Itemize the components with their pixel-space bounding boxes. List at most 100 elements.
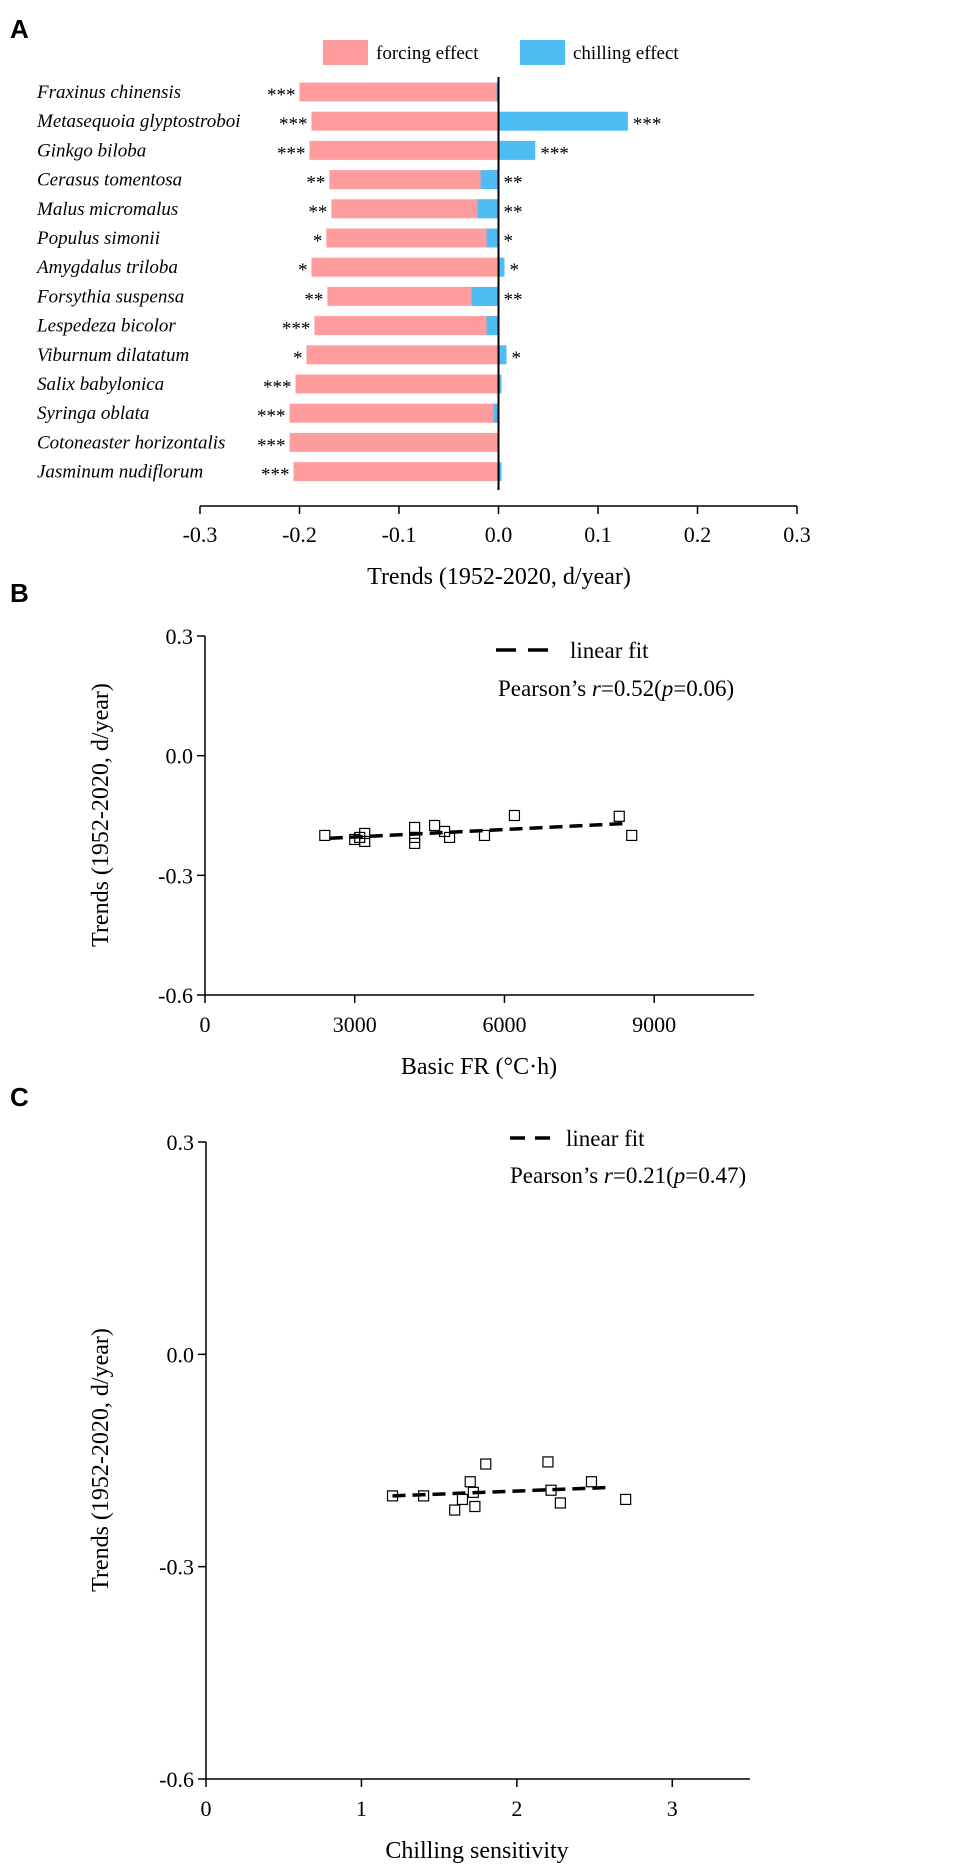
forcing-significance: *** xyxy=(282,319,311,340)
data-point xyxy=(469,1500,481,1513)
forcing-bar xyxy=(326,228,499,248)
species-label: Populus simonii xyxy=(36,228,160,249)
panel-c-y-axis-title: Trends (1952-2020, d/year) xyxy=(88,1328,114,1592)
y-tick-label: -0.6 xyxy=(159,1767,194,1792)
data-point xyxy=(478,829,491,842)
species-label: Fraxinus chinensis xyxy=(36,82,181,103)
panel-c-points xyxy=(386,1456,632,1516)
x-tick-label: 3000 xyxy=(333,1012,377,1037)
forcing-significance: * xyxy=(313,231,323,252)
panel-c-legend-label: linear fit xyxy=(566,1126,645,1151)
data-point xyxy=(620,1493,632,1506)
species-label: Salix babylonica xyxy=(37,374,164,395)
chilling-significance: ** xyxy=(504,289,523,310)
chilling-significance: ** xyxy=(504,173,523,194)
forcing-bar xyxy=(311,111,499,131)
legend-forcing-swatch xyxy=(323,40,368,65)
forcing-bar xyxy=(293,462,499,482)
panel-a-bars: Fraxinus chinensis ***Metasequoia glyptos… xyxy=(35,82,661,486)
data-point xyxy=(409,837,421,850)
chilling-bar xyxy=(498,462,502,482)
panel-c: C 0.3 0.0 -0.3 -0.6 0 1 2 3 linear fit Pearson’… xyxy=(10,1082,750,1864)
chilling-bar xyxy=(498,140,536,160)
x-tick-label: 3 xyxy=(667,1796,678,1821)
forcing-significance: *** xyxy=(267,85,296,106)
chilling-bar xyxy=(498,111,628,131)
forcing-bar xyxy=(295,374,499,394)
x-tick-label: 0.0 xyxy=(485,522,513,547)
forcing-significance: *** xyxy=(263,377,292,398)
forcing-significance: *** xyxy=(257,435,286,456)
forcing-significance: ** xyxy=(308,202,327,223)
x-tick-label: 0.2 xyxy=(684,522,712,547)
x-tick-label: -0.3 xyxy=(183,522,218,547)
species-label: Jasminum nudiflorum xyxy=(37,462,203,483)
data-point xyxy=(508,809,521,822)
forcing-significance: * xyxy=(298,260,308,281)
forcing-bar xyxy=(309,140,499,160)
data-point xyxy=(409,821,421,834)
species-label: Viburnum dilatatum xyxy=(37,345,189,366)
chilling-significance: * xyxy=(511,348,520,369)
legend-chilling-label: chilling effect xyxy=(573,43,679,64)
panel-c-annotation-suffix: =0.47) xyxy=(685,1163,746,1188)
chilling-significance: ** xyxy=(504,202,523,223)
x-tick-label: -0.2 xyxy=(282,522,317,547)
x-tick-label: 0.3 xyxy=(783,522,811,547)
panel-c-annotation-r: r xyxy=(604,1163,614,1188)
forcing-bar xyxy=(299,82,499,102)
species-label: Cerasus tomentosa xyxy=(37,170,182,191)
panel-c-pearson-annotation: Pearson’s r=0.21(p=0.47) xyxy=(510,1163,746,1188)
panel-c-annotation-prefix: Pearson’s xyxy=(510,1163,604,1188)
chilling-significance: * xyxy=(504,231,514,252)
panel-b-annotation-suffix: =0.06) xyxy=(673,676,734,701)
species-label: Amygdalus triloba xyxy=(35,257,178,278)
panel-b-annotation-prefix: Pearson’s xyxy=(498,676,592,701)
chilling-significance: *** xyxy=(633,114,662,135)
chilling-bar xyxy=(480,170,499,190)
forcing-bar xyxy=(306,345,499,365)
x-tick-label: -0.1 xyxy=(382,522,417,547)
species-label: Syringa oblata xyxy=(37,403,149,424)
data-point xyxy=(443,831,456,844)
data-point xyxy=(480,1458,492,1470)
y-tick-label: 0.0 xyxy=(167,1342,195,1367)
panel-b-x-axis-title: Basic FR (°C·h) xyxy=(401,1054,557,1080)
data-point xyxy=(542,1456,554,1468)
x-tick-label: 2 xyxy=(511,1796,522,1821)
data-point xyxy=(359,827,371,840)
chilling-bar xyxy=(498,374,502,394)
chilling-significance: *** xyxy=(540,143,569,164)
panel-c-label: C xyxy=(10,1082,29,1112)
panel-c-annotation-mid: =0.21( xyxy=(613,1163,674,1188)
forcing-bar xyxy=(289,403,499,423)
y-tick-label: 0.0 xyxy=(166,744,194,769)
chilling-bar xyxy=(486,316,499,336)
chilling-bar xyxy=(477,199,499,219)
forcing-bar xyxy=(314,316,499,336)
panel-c-fit-line xyxy=(392,1485,611,1498)
data-point xyxy=(359,835,371,848)
panel-c-ticks: 0.3 0.0 -0.3 -0.6 0 1 2 3 xyxy=(159,1130,678,1821)
panel-c-annotation-p: p xyxy=(672,1163,686,1188)
panel-c-x-axis-title: Chilling sensitivity xyxy=(385,1838,568,1864)
y-tick-label: 0.3 xyxy=(166,624,194,649)
forcing-significance: *** xyxy=(279,114,308,135)
panel-b-annotation-mid: =0.52( xyxy=(601,676,662,701)
panel-b-y-axis-title: Trends (1952-2020, d/year) xyxy=(88,683,114,947)
forcing-significance: *** xyxy=(257,406,286,427)
panel-b-pearson-annotation: Pearson’s r=0.52(p=0.06) xyxy=(498,676,734,701)
forcing-bar xyxy=(327,286,499,306)
x-tick-label: 6000 xyxy=(482,1012,526,1037)
x-tick-label: 1 xyxy=(356,1796,367,1821)
x-tick-label: 0 xyxy=(201,1796,212,1821)
species-label: Ginkgo biloba xyxy=(37,140,146,161)
chilling-bar xyxy=(471,286,499,306)
data-point xyxy=(464,1476,476,1488)
forcing-significance: ** xyxy=(304,289,323,310)
panel-b-label: B xyxy=(10,578,29,608)
species-label: Malus micromalus xyxy=(36,199,178,220)
forcing-significance: *** xyxy=(261,465,290,486)
chilling-bar xyxy=(498,345,507,365)
